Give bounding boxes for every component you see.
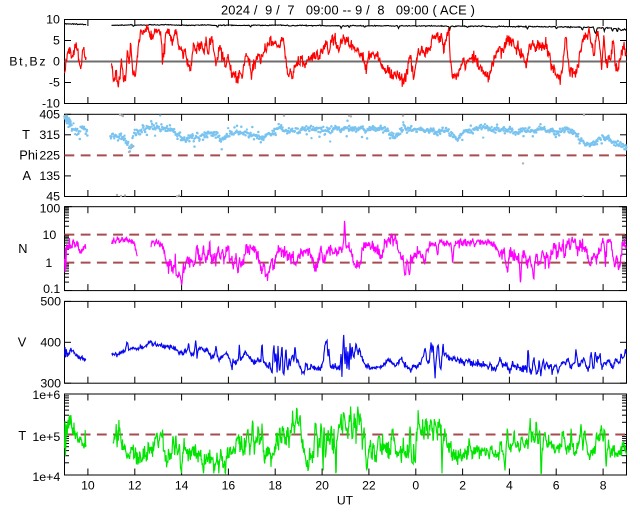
svg-text:5: 5	[53, 34, 60, 48]
svg-text:22: 22	[362, 479, 376, 493]
svg-text:2024 / 9 / 7 09:00 -- 9 /: 2024 / 9 / 7 09:00 -- 9 / 8 09:00 ( ACE …	[221, 3, 475, 18]
svg-text:315: 315	[39, 128, 60, 142]
svg-text:1e+5: 1e+5	[32, 430, 60, 444]
svg-text:0: 0	[53, 55, 60, 69]
svg-text:10: 10	[81, 479, 95, 493]
svg-text:Bt,Bz: Bt,Bz	[9, 55, 47, 69]
svg-text:6: 6	[553, 479, 560, 493]
svg-text:-5: -5	[49, 76, 60, 90]
svg-text:T: T	[22, 127, 30, 142]
svg-text:A: A	[22, 168, 31, 183]
svg-text:4: 4	[506, 479, 513, 493]
svg-text:400: 400	[40, 336, 61, 350]
svg-text:20: 20	[315, 479, 329, 493]
svg-text:100: 100	[40, 201, 61, 215]
svg-text:-10: -10	[42, 97, 60, 111]
svg-text:V: V	[18, 335, 27, 350]
svg-text:1e+6: 1e+6	[32, 388, 60, 402]
svg-text:10: 10	[46, 13, 60, 27]
svg-text:12: 12	[128, 479, 142, 493]
svg-text:2: 2	[459, 479, 466, 493]
svg-text:300: 300	[40, 376, 61, 390]
svg-text:UT: UT	[337, 494, 354, 508]
svg-text:10: 10	[43, 228, 57, 242]
svg-text:1: 1	[45, 256, 52, 270]
svg-text:T: T	[18, 428, 26, 443]
svg-text:135: 135	[39, 169, 60, 183]
svg-text:16: 16	[222, 479, 236, 493]
svg-text:N: N	[18, 241, 27, 256]
svg-text:1e+4: 1e+4	[32, 470, 60, 484]
svg-text:0: 0	[412, 479, 419, 493]
svg-text:14: 14	[175, 479, 189, 493]
svg-text:Phi: Phi	[19, 148, 38, 163]
svg-text:0.1: 0.1	[43, 282, 60, 296]
svg-text:405: 405	[39, 108, 60, 122]
svg-text:18: 18	[268, 479, 282, 493]
svg-text:500: 500	[40, 295, 61, 309]
svg-text:45: 45	[46, 190, 60, 204]
svg-text:8: 8	[600, 479, 607, 493]
svg-text:225: 225	[39, 149, 60, 163]
